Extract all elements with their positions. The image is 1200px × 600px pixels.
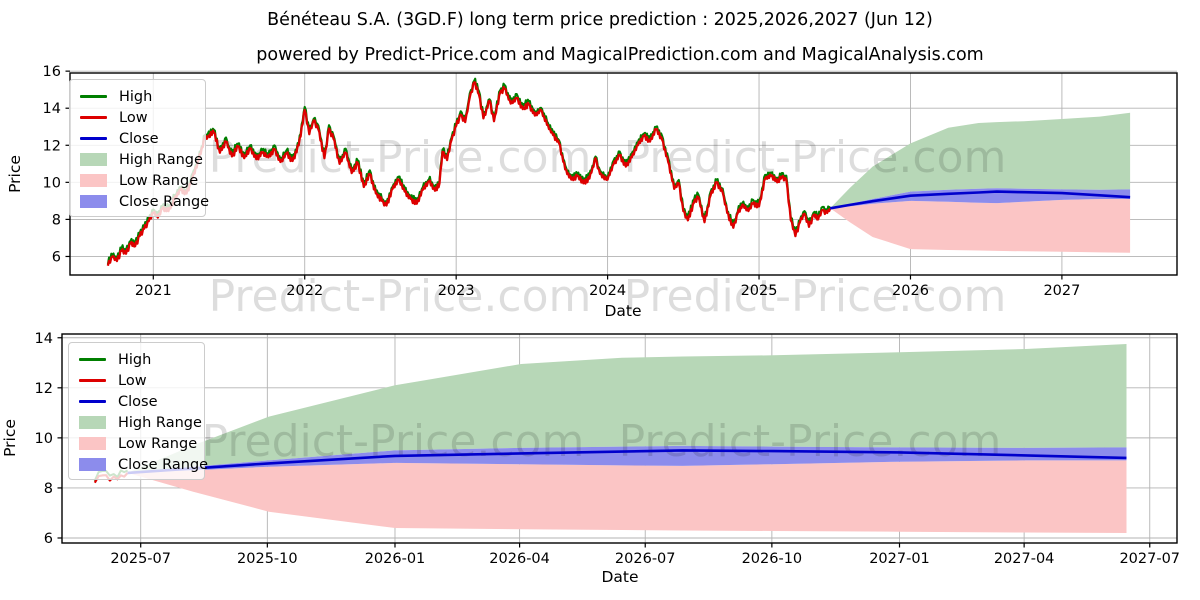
legend-label-high-range: High Range (119, 151, 203, 168)
y-axis-label: Price (6, 155, 24, 193)
y-tick-label: 10 (35, 431, 53, 447)
legend-item-low: Low (80, 107, 205, 128)
legend-item-close: Close (79, 391, 204, 412)
watermark-layer: Predict-Price.com Predict-Price.com Predic… (202, 132, 1007, 467)
legend-item-close-range: Close Range (79, 454, 208, 475)
y-tick-label: 6 (52, 249, 61, 265)
watermark-text: Predict-Price.com (209, 271, 592, 322)
low-range-band (127, 460, 1127, 533)
x-tick-label: 2027 (1043, 283, 1080, 299)
legend-item-low-range: Low Range (80, 170, 205, 191)
watermark-text: Predict-Price.com (619, 416, 1002, 467)
legend-item-high-range: High Range (80, 149, 205, 170)
y-tick-label: 16 (43, 64, 61, 80)
y-axis-label: Price (1, 419, 19, 457)
high-range-band (127, 344, 1127, 473)
y-tick-label: 10 (43, 175, 61, 191)
chart-subtitle: powered by Predict-Price.com and Magical… (256, 45, 984, 65)
legend-label-low-range: Low Range (118, 435, 198, 452)
legend-item-high-range: High Range (79, 412, 204, 433)
legend-label-high-range: High Range (118, 414, 202, 431)
legend-label-low: Low (118, 372, 147, 389)
legend-label-close-range: Close Range (119, 193, 210, 210)
plot-frame (61, 333, 1178, 544)
close-range-swatch (80, 195, 107, 208)
x-tick-label: 2027-01 (869, 551, 930, 567)
x-tick-label: 2027-04 (994, 551, 1055, 567)
close-line-swatch (80, 137, 107, 140)
x-tick-label: 2026-10 (742, 551, 803, 567)
x-tick-label: 2021 (135, 283, 172, 299)
x-tick-label: 2026-07 (615, 551, 676, 567)
y-tick-label: 8 (44, 481, 53, 497)
low-price-line (106, 81, 832, 266)
x-tick-label: 2026 (892, 283, 929, 299)
x-tick-label: 2025-10 (237, 551, 298, 567)
legend-bottom-chart: High Low Close High Range Low Range Clos… (68, 342, 208, 480)
legend-label-close: Close (119, 130, 159, 147)
high-range-band (830, 112, 1131, 209)
x-tick-label: 2023 (438, 283, 475, 299)
close-line-swatch (79, 400, 106, 403)
y-tick-label: 12 (43, 138, 61, 154)
legend-label-low: Low (119, 109, 148, 126)
x-axis-label: Date (604, 302, 641, 320)
close-forecast-line (127, 449, 1127, 475)
legend-label-close: Close (118, 393, 158, 410)
low-range-swatch (80, 174, 107, 187)
y-tick-label: 14 (43, 101, 61, 117)
legend-item-high: High (80, 86, 205, 107)
close-range-swatch (79, 458, 106, 471)
high-line-swatch (79, 358, 106, 361)
high-line-swatch (80, 95, 107, 98)
low-line-swatch (79, 379, 106, 382)
watermark-text: Predict-Price.com (202, 416, 585, 467)
legend-label-low-range: Low Range (119, 172, 199, 189)
x-axis-label: Date (601, 568, 638, 586)
watermark-text: Predict-Price.com (624, 132, 1007, 183)
x-tick-label: 2025-07 (110, 551, 171, 567)
x-tick-label: 2022 (286, 283, 323, 299)
low-line-swatch (80, 116, 107, 119)
x-tick-label: 2026-04 (489, 551, 550, 567)
watermark-text: Predict-Price.com (624, 271, 1007, 322)
legend-item-high: High (79, 349, 204, 370)
high-range-swatch (80, 153, 107, 166)
axes-layer: 2021 2022 2023 2024 2025 2026 2027 6 8 10 12 14 16 Da… (1, 64, 1180, 586)
legend-item-low-range: Low Range (79, 433, 204, 454)
low-range-band (830, 199, 1131, 253)
y-tick-label: 14 (35, 331, 53, 347)
x-tick-label: 2025 (741, 283, 778, 299)
x-tick-label: 2024 (589, 283, 626, 299)
chart-title: Bénéteau S.A. (3GD.F) long term price pr… (267, 10, 933, 30)
legend-label-high: High (118, 351, 152, 368)
legend-label-close-range: Close Range (118, 456, 209, 473)
low-range-swatch (79, 437, 106, 450)
watermark-text: Predict-Price.com (209, 132, 592, 183)
legend-label-high: High (119, 88, 153, 105)
close-forecast-line (829, 190, 1131, 210)
legend-item-low: Low (79, 370, 204, 391)
high-range-swatch (79, 416, 106, 429)
range-bands-layer (127, 112, 1131, 533)
y-tick-label: 6 (44, 531, 53, 547)
x-tick-label: 2027-07 (1119, 551, 1180, 567)
legend-item-close-range: Close Range (80, 191, 209, 212)
y-tick-label: 12 (35, 381, 53, 397)
legend-item-close: Close (80, 128, 205, 149)
x-tick-label: 2026-01 (365, 551, 426, 567)
y-tick-label: 8 (52, 212, 61, 228)
legend-top-chart: High Low Close High Range Low Range Clos… (69, 79, 209, 217)
